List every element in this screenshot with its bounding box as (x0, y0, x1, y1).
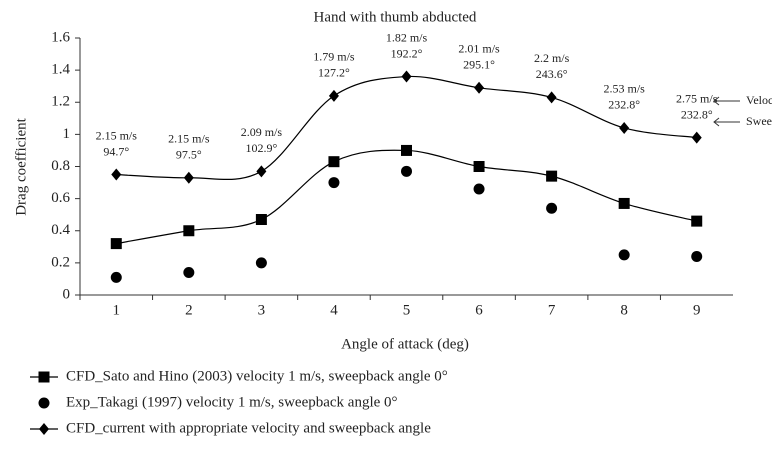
marker (183, 267, 195, 279)
marker (546, 170, 558, 182)
chart-title: Hand with thumb abducted (314, 9, 477, 25)
y-tick-label: 1 (63, 126, 71, 142)
y-tick-label: 0.6 (51, 190, 70, 206)
legend-label: Exp_Takagi (1997) velocity 1 m/s, sweepb… (66, 394, 398, 410)
angle-label: 97.5° (176, 147, 202, 161)
marker (255, 214, 267, 226)
marker (110, 238, 122, 250)
marker (183, 171, 194, 184)
marker (401, 165, 412, 177)
marker (619, 121, 630, 134)
angle-label: 94.7° (103, 144, 129, 158)
marker (255, 257, 267, 269)
key-velocity: Velocity (746, 93, 772, 107)
x-axis-label: Angle of attack (deg) (341, 336, 469, 352)
marker (618, 249, 630, 261)
velocity-label: 2.2 m/s (534, 51, 570, 65)
angle-label: 127.2° (318, 66, 350, 80)
x-tick-label: 3 (258, 302, 266, 318)
y-tick-label: 0.4 (51, 222, 70, 238)
marker (691, 215, 703, 227)
legend-label: CFD_current with appropriate velocity an… (66, 420, 431, 436)
marker (546, 202, 558, 214)
velocity-label: 1.82 m/s (386, 30, 428, 44)
velocity-label: 2.15 m/s (168, 131, 210, 145)
marker (401, 70, 412, 83)
x-tick-label: 4 (330, 302, 338, 318)
marker (618, 197, 630, 209)
x-tick-label: 5 (403, 302, 411, 318)
y-tick-label: 1.2 (51, 94, 70, 110)
marker (328, 89, 339, 102)
angle-label: 102.9° (245, 141, 277, 155)
velocity-label: 2.09 m/s (241, 125, 283, 139)
series-line (116, 149, 697, 245)
y-axis-label: Drag coefficient (13, 117, 29, 215)
y-tick-label: 0.8 (51, 158, 70, 174)
marker (39, 423, 49, 435)
velocity-label: 2.15 m/s (96, 128, 138, 142)
marker (546, 91, 557, 104)
x-tick-label: 7 (548, 302, 556, 318)
marker (328, 156, 340, 168)
angle-label: 192.2° (391, 46, 423, 60)
marker (473, 161, 485, 172)
velocity-label: 2.75 m/s (676, 91, 718, 105)
key-angle: Sweepback angle (746, 114, 772, 128)
marker (401, 144, 412, 156)
x-tick-label: 6 (475, 302, 483, 318)
x-tick-label: 1 (113, 302, 121, 318)
y-tick-label: 1.4 (51, 62, 70, 78)
angle-label: 232.8° (608, 98, 640, 112)
y-tick-label: 0.2 (51, 254, 70, 270)
marker (691, 131, 702, 144)
marker (328, 177, 340, 189)
marker (256, 165, 267, 178)
angle-label: 243.6° (536, 67, 568, 81)
velocity-label: 2.53 m/s (603, 82, 645, 96)
x-tick-label: 9 (693, 302, 701, 318)
legend-label: CFD_Sato and Hino (2003) velocity 1 m/s,… (66, 368, 448, 384)
angle-label: 295.1° (463, 58, 495, 72)
x-tick-label: 8 (620, 302, 628, 318)
marker (111, 168, 122, 181)
marker (691, 250, 703, 262)
marker (110, 271, 122, 283)
marker (474, 81, 485, 94)
velocity-label: 1.79 m/s (313, 50, 355, 64)
marker (38, 371, 50, 383)
velocity-label: 2.01 m/s (458, 42, 500, 56)
x-tick-label: 2 (185, 302, 193, 318)
marker (183, 225, 195, 237)
key-arrowhead (713, 96, 720, 106)
key-arrowhead (713, 117, 720, 127)
marker (473, 183, 485, 195)
y-tick-label: 1.6 (51, 29, 70, 45)
marker (38, 397, 50, 409)
angle-label: 232.8° (681, 107, 713, 121)
y-tick-label: 0 (63, 286, 71, 302)
